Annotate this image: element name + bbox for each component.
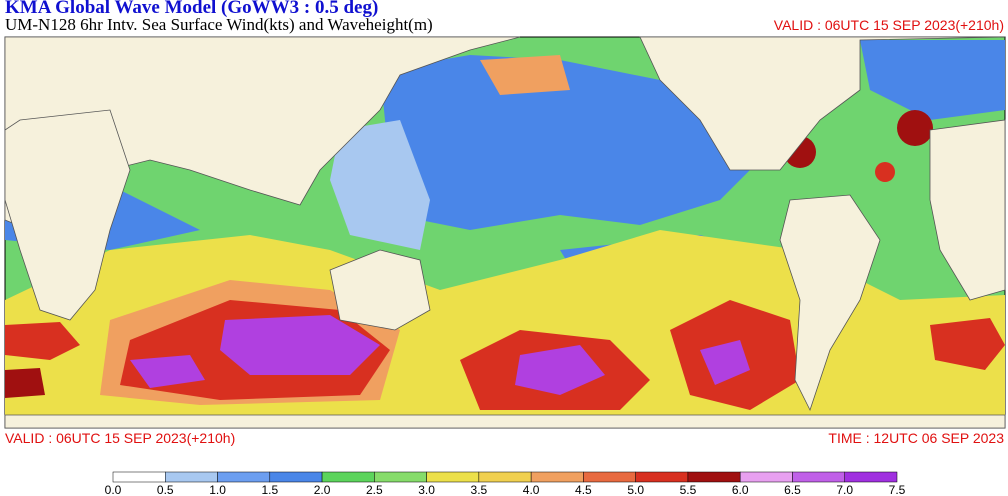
colorbar-swatch [687, 471, 741, 483]
colorbar-swatch [426, 471, 480, 483]
wave-7-0 [130, 355, 205, 388]
title: KMA Global Wave Model (GoWW3 : 0.5 deg) [5, 0, 379, 18]
colorbar-label: 7.0 [836, 483, 853, 496]
colorbar-swatch [739, 471, 793, 483]
map [4, 36, 1006, 429]
colorbar-swatch [478, 471, 532, 483]
colorbar-label: 5.5 [680, 483, 697, 496]
colorbar-label: 4.0 [523, 483, 540, 496]
colorbar-label: 2.5 [366, 483, 383, 496]
colorbar-swatch [530, 471, 584, 483]
colorbar-swatch [635, 471, 689, 483]
land [4, 36, 1006, 429]
colorbar-label: 6.5 [784, 483, 801, 496]
wave-0-5 [330, 120, 430, 250]
colorbar-label: 5.0 [627, 483, 644, 496]
wave-7-0 [220, 315, 380, 375]
wave-1-5 [860, 40, 1005, 120]
time-label: TIME : 12UTC 06 SEP 2023 [828, 430, 1004, 446]
storm [875, 162, 895, 182]
wave-4-5 [480, 55, 570, 95]
wave-5-5 [5, 368, 45, 398]
colorbar-swatch [165, 471, 218, 483]
colorbar-label: 2.0 [314, 483, 331, 496]
valid-label: VALID : 06UTC 15 SEP 2023(+210h) [5, 430, 236, 446]
colorbar-swatch [217, 471, 271, 483]
colorbar-label: 4.5 [575, 483, 592, 496]
wave-7-0 [700, 340, 750, 385]
colorbar-label: 1.0 [209, 483, 226, 496]
colorbar-swatch [112, 471, 166, 483]
colorbar-label: 1.5 [261, 483, 278, 496]
colorbar-swatch [269, 471, 323, 483]
colorbar-swatch [321, 471, 375, 483]
colorbar-swatch [583, 471, 636, 483]
colorbar-label: 6.0 [732, 483, 749, 496]
wave-1-5 [380, 55, 770, 230]
colorbar-label: 0.0 [105, 483, 122, 496]
colorbar-label: 0.5 [157, 483, 174, 496]
storm [897, 110, 933, 146]
colorbar-label: 3.0 [418, 483, 435, 496]
colorbar: 0.0 0.5 1.0 1.5 2.0 2.5 3.0 3.5 4.0 4.5 5.0 5.5 6.0 6… [105, 471, 906, 496]
colorbar-swatch [374, 471, 427, 483]
valid-label: VALID : 06UTC 15 SEP 2023(+210h) [773, 17, 1004, 33]
wave-5-0 [5, 322, 80, 360]
colorbar-swatch [844, 471, 898, 483]
colorbar-swatch [792, 471, 845, 483]
subtitle: UM-N128 6hr Intv. Sea Surface Wind(kts) … [5, 15, 433, 34]
colorbar-label: 3.5 [471, 483, 488, 496]
colorbar-label: 7.5 [889, 483, 906, 496]
wave-7-0 [515, 345, 605, 395]
wave-5-0 [930, 318, 1005, 370]
